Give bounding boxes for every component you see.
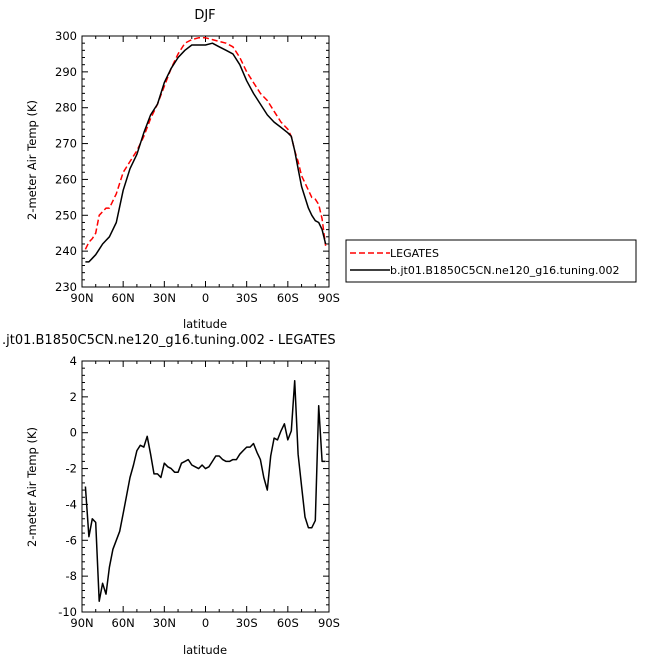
bottom-chart-title: .jt01.B1850C5CN.ne120_g16.tuning.002 - L… — [2, 333, 336, 348]
top-ytick-label: 270 — [55, 137, 77, 151]
bottom-plot-frame — [81, 360, 330, 613]
top-ytick-label: 250 — [55, 208, 77, 222]
bottom-ytick-label: 4 — [70, 354, 77, 368]
bottom-series-line-0 — [84, 379, 326, 602]
bottom-ytick-label: 2 — [70, 390, 77, 404]
top-ytick-label: 260 — [55, 172, 77, 186]
bottom-xtick-label: 30N — [153, 616, 176, 630]
bottom-x-axis-label: latitude — [183, 643, 227, 657]
top-xtick-label: 90S — [318, 291, 340, 305]
top-plot-frame — [81, 35, 330, 288]
top-ytick-label: 280 — [55, 101, 77, 115]
bottom-ytick-label: -8 — [66, 569, 77, 583]
bottom-xtick-label: 0 — [202, 616, 209, 630]
bottom-ytick-label: -6 — [66, 533, 77, 547]
top-series-line-0 — [84, 37, 327, 250]
bottom-xtick-label: 30S — [236, 616, 258, 630]
bottom-xtick-label: 90S — [318, 616, 340, 630]
top-chart-title: DJF — [194, 8, 215, 23]
top-series-line-1 — [85, 42, 327, 263]
legend-box — [345, 239, 637, 283]
legend-label-legates: LEGATES — [390, 247, 439, 260]
bottom-ytick-label: -2 — [66, 462, 77, 476]
top-ytick-label: 290 — [55, 65, 77, 79]
bottom-ytick-label: 0 — [70, 426, 77, 440]
bottom-y-axis-label: 2-meter Air Temp (K) — [25, 427, 39, 547]
bottom-xtick-label: 60N — [112, 616, 135, 630]
bottom-xtick-label: 90N — [70, 616, 93, 630]
top-ytick-label: 240 — [55, 244, 77, 258]
top-xtick-label: 0 — [202, 291, 209, 305]
top-x-axis-label: latitude — [183, 317, 227, 331]
bottom-ytick-label: -10 — [58, 605, 77, 619]
legend-label-model: b.jt01.B1850C5CN.ne120_g16.tuning.002 — [390, 264, 619, 277]
top-xtick-label: 90N — [70, 291, 93, 305]
bottom-ytick-label: -4 — [66, 497, 77, 511]
top-ytick-label: 230 — [55, 280, 77, 294]
top-xtick-label: 60S — [277, 291, 299, 305]
top-y-axis-label: 2-meter Air Temp (K) — [25, 100, 39, 220]
top-xtick-label: 30N — [153, 291, 176, 305]
bottom-xtick-label: 60S — [277, 616, 299, 630]
top-ytick-label: 300 — [55, 29, 77, 43]
top-xtick-label: 30S — [236, 291, 258, 305]
top-xtick-label: 60N — [112, 291, 135, 305]
